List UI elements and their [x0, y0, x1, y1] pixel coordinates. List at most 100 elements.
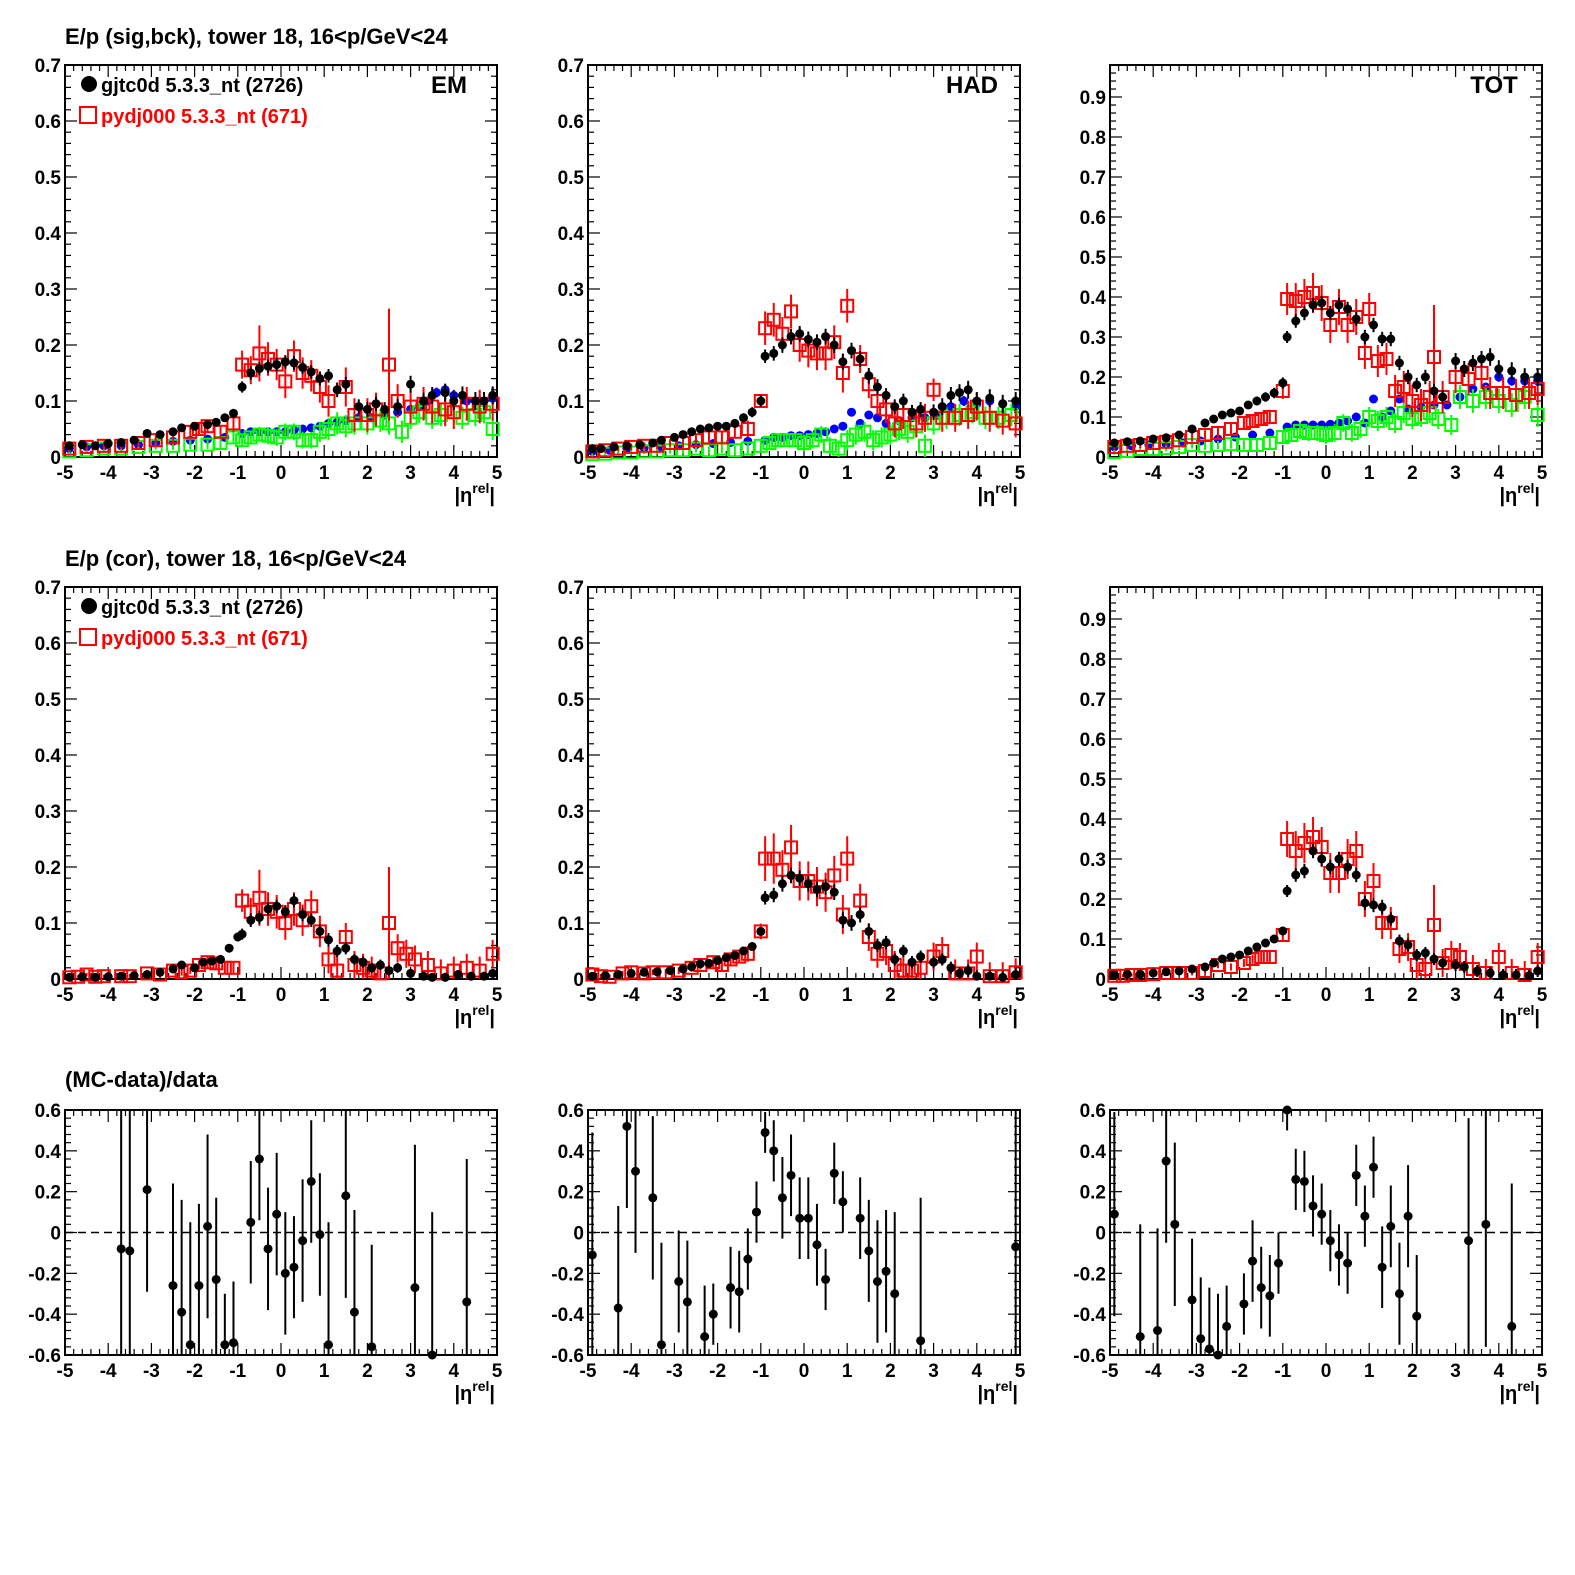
data-point [727, 443, 742, 458]
data-point [1448, 370, 1463, 384]
panel-label: EM [431, 72, 467, 99]
data-point [1452, 950, 1467, 964]
data-point [872, 382, 882, 392]
data-point [713, 421, 723, 431]
data-point [1427, 350, 1441, 364]
panel-cor-TOT: -5 -4 -3 -2 -1 0 1 2 3 4 5 0 0.1 0.2 0.3 0.4 0.5 0.6 0.7 0.… [1080, 586, 1548, 1029]
data-point [1331, 866, 1346, 880]
data-point [168, 1281, 178, 1291]
data-point [246, 1217, 256, 1227]
data-point [103, 439, 113, 449]
data-point [1223, 960, 1238, 974]
data-point [864, 1246, 874, 1256]
x-tick-label: 3 [405, 985, 416, 1006]
data-point [756, 396, 766, 406]
data-point [1340, 318, 1355, 332]
data-point [338, 930, 353, 944]
y-tick-label: 0.6 [558, 1101, 584, 1122]
data-point [916, 1336, 926, 1346]
data-point [315, 1230, 325, 1240]
data-point [747, 942, 757, 952]
x-tick-label: -3 [143, 1361, 160, 1382]
data-point [777, 1193, 787, 1203]
data-point [1498, 970, 1508, 980]
data-point [1280, 292, 1295, 306]
data-point [367, 963, 377, 973]
x-tick-label: -4 [1145, 463, 1162, 484]
data-point [1438, 958, 1448, 968]
data-point [306, 1176, 316, 1186]
data-point [751, 1207, 761, 1217]
series-data [64, 355, 498, 451]
x-axis-label: |ηrel| [977, 1378, 1018, 1405]
x-tick-label: -2 [709, 1361, 726, 1382]
y-tick-label: 0 [50, 1224, 61, 1245]
data-point [338, 419, 353, 434]
series-data [1109, 295, 1543, 448]
data-point [829, 887, 839, 897]
data-point [1357, 346, 1372, 360]
y-tick-label: 0.2 [35, 858, 61, 879]
data-point [896, 408, 911, 422]
data-point [1507, 1321, 1517, 1331]
data-point [838, 421, 848, 431]
y-tick-label: -0.2 [551, 1264, 584, 1285]
data-point [332, 946, 342, 956]
data-point [185, 1340, 195, 1350]
data-point [827, 868, 842, 883]
x-tick-label: -3 [143, 463, 160, 484]
data-point [766, 851, 781, 866]
x-tick-label: 5 [1537, 1361, 1548, 1382]
data-point [349, 1307, 359, 1317]
data-point [769, 1146, 779, 1156]
x-tick-label: 1 [1364, 463, 1375, 484]
data-point [427, 390, 437, 400]
y-tick-label: 0 [573, 970, 584, 991]
data-point [457, 390, 467, 400]
data-point [1275, 430, 1290, 444]
data-point [1161, 433, 1171, 443]
data-point [1334, 300, 1344, 310]
x-tick-label: -1 [229, 463, 246, 484]
data-point [1273, 1258, 1283, 1268]
data-point [1427, 918, 1441, 932]
data-point [890, 402, 900, 412]
y-tick-label: -0.6 [1073, 1346, 1106, 1367]
y-tick-label: 0.6 [1080, 730, 1106, 751]
data-point [420, 958, 435, 972]
data-point [235, 433, 250, 448]
data-point [747, 407, 757, 417]
data-point [879, 402, 894, 417]
data-point [177, 423, 187, 433]
data-point [116, 1244, 126, 1254]
data-point [155, 967, 165, 977]
x-tick-label: 3 [405, 463, 416, 484]
data-point [440, 388, 450, 398]
legend-data-marker [81, 76, 97, 92]
data-point [1351, 314, 1361, 324]
data-point [1269, 934, 1279, 944]
x-tick-label: 0 [1321, 463, 1332, 484]
data-point [427, 972, 437, 982]
data-point [596, 444, 606, 454]
data-point [995, 413, 1010, 428]
data-point [324, 371, 334, 381]
data-point [295, 433, 310, 448]
data-point [622, 1121, 632, 1131]
x-axis-label: |ηrel| [1499, 1002, 1540, 1029]
data-point [1278, 378, 1288, 388]
data-point [1252, 396, 1262, 406]
data-point [306, 915, 316, 925]
y-tick-label: 0.1 [35, 914, 62, 935]
data-point [1451, 356, 1461, 366]
x-tick-label: -1 [752, 985, 769, 1006]
data-point [847, 407, 857, 417]
data-point [1405, 394, 1420, 408]
data-point [855, 354, 865, 364]
data-point [278, 424, 293, 439]
data-point [330, 416, 345, 431]
data-point [298, 362, 308, 372]
data-point [177, 960, 187, 970]
panel-ratio-EM: -5 -4 -3 -2 -1 0 1 2 3 4 5 -0.6 -0.4 -0.2 0 0.2 0.4 0.6 |η… [28, 1101, 502, 1405]
data-point [1200, 418, 1210, 428]
